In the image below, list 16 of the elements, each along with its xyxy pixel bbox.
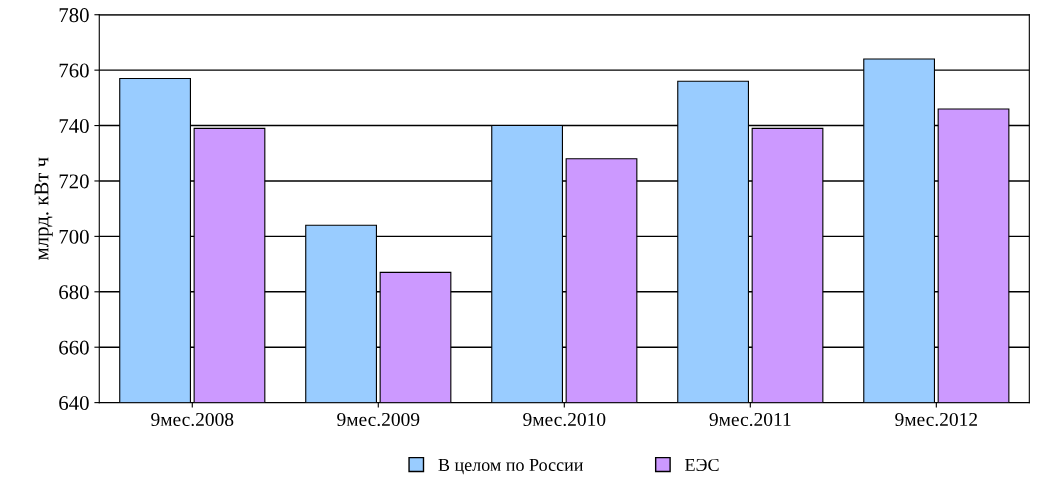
y-tick-label: 680 [59,285,89,300]
x-tick-label: 9мес.2008 [151,412,234,427]
y-tick-label: 640 [59,395,89,411]
y-tick-label: 660 [59,340,89,355]
x-tick-label: 9мес.2012 [895,412,978,427]
legend-label: ЕЭС [685,458,719,472]
y-tick-label: 740 [59,118,89,133]
y-tick-label: 760 [59,63,89,78]
x-tick-label: 9мес.2009 [337,412,420,427]
y-axis-title: млрд. кВт ч [34,157,53,260]
x-tick-label: 9мес.2010 [523,412,606,427]
y-tick-label: 780 [59,8,89,23]
y-tick-label: 720 [59,174,89,189]
legend-label: В целом по России [438,459,584,475]
y-tick-label: 700 [59,229,89,244]
x-tick-label: 9мес.2011 [709,412,791,427]
